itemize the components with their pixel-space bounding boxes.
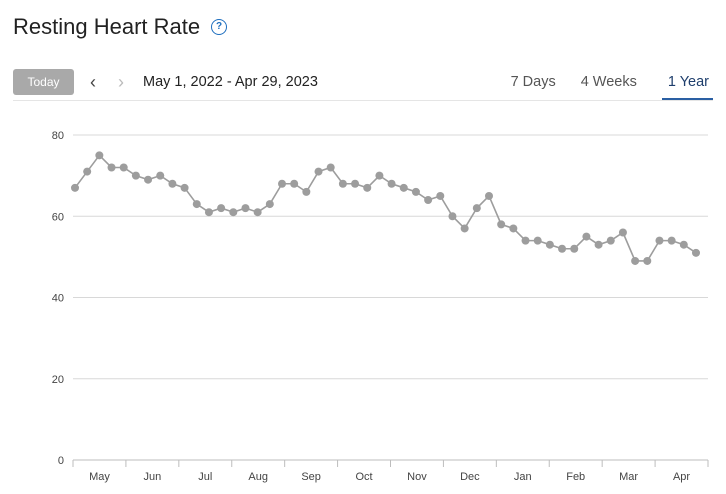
data-point [338,179,347,188]
x-tick-label: Feb [566,471,585,483]
data-point [692,248,700,257]
data-point [521,236,530,245]
x-tick-label: Dec [460,471,480,483]
data-point [582,232,591,241]
tab-4-weeks[interactable]: 4 Weeks [580,74,637,90]
x-tick-label: Apr [673,471,690,483]
data-point [351,179,360,188]
page-title: Resting Heart Rate [13,14,201,39]
data-point [497,220,506,229]
data-point [533,236,542,245]
y-tick-label: 0 [58,455,64,467]
data-point [448,212,457,221]
title-row: Resting Heart Rate ? [13,14,228,40]
x-tick-label: Oct [355,471,372,483]
chevron-right-icon[interactable]: › [118,72,124,92]
data-point [131,171,140,180]
x-tick-label: Mar [619,471,638,483]
data-point [290,179,299,188]
today-button[interactable]: Today [13,69,74,95]
data-point [667,236,676,245]
data-point [545,240,554,249]
data-point [460,224,469,233]
data-point [485,191,493,200]
y-tick-label: 40 [52,293,64,305]
data-point [558,244,567,253]
heart-rate-chart: 0 20 40 60 80 May Jun Jul Aug Sep Oct Nov Dec Jan Feb M… [52,130,709,483]
data-point [424,196,433,204]
data-point [253,208,262,217]
x-tick-label: Sep [301,471,321,483]
x-tick-label: Jul [198,471,212,483]
data-point [643,256,652,265]
data-point [278,179,286,188]
x-tick-label: Nov [407,471,427,483]
date-range: May 1, 2022 - Apr 29, 2023 [143,74,318,90]
data-point [241,204,250,213]
data-point [83,167,92,176]
y-tick-label: 80 [52,130,64,142]
data-point [363,183,372,192]
data-point [679,240,688,249]
data-point [217,204,226,213]
x-tick-label: Jan [514,471,532,483]
data-point [204,208,213,217]
data-point [655,236,664,245]
data-point [618,228,627,237]
data-point [314,167,323,176]
data-point [265,200,274,209]
data-point [411,187,420,196]
data-point [326,163,335,172]
data-point [168,179,177,188]
tab-7-days[interactable]: 7 Days [510,74,556,90]
x-tick-label: Jun [144,471,162,483]
data-point [606,236,615,245]
help-icon[interactable]: ? [211,19,228,35]
y-tick-label: 20 [52,374,64,386]
data-point [302,187,311,196]
data-point [192,200,201,209]
data-point [180,183,189,192]
data-point [436,191,445,200]
data-point [119,163,128,172]
data-point [71,183,79,192]
data-point [156,171,165,180]
x-tick-label: Aug [248,471,268,483]
data-point [399,183,408,192]
data-point [375,171,384,180]
data-point [95,151,104,160]
data-point [387,179,396,188]
data-point [509,224,518,233]
chevron-left-icon[interactable]: ‹ [90,72,96,92]
data-point [570,244,579,253]
data-point [594,240,603,249]
data-point [144,175,153,184]
y-tick-label: 60 [52,211,64,223]
data-point [229,208,238,217]
x-tick-label: May [89,471,110,483]
tab-1-year[interactable]: 1 Year [661,68,713,100]
range-tabs: 7 Days 4 Weeks 1 Year [486,68,713,100]
series-line [74,154,697,262]
data-point [107,163,116,172]
toolbar: Today ‹ › May 1, 2022 - Apr 29, 2023 7 D… [13,68,713,101]
data-point [631,256,640,265]
data-point [472,204,481,213]
